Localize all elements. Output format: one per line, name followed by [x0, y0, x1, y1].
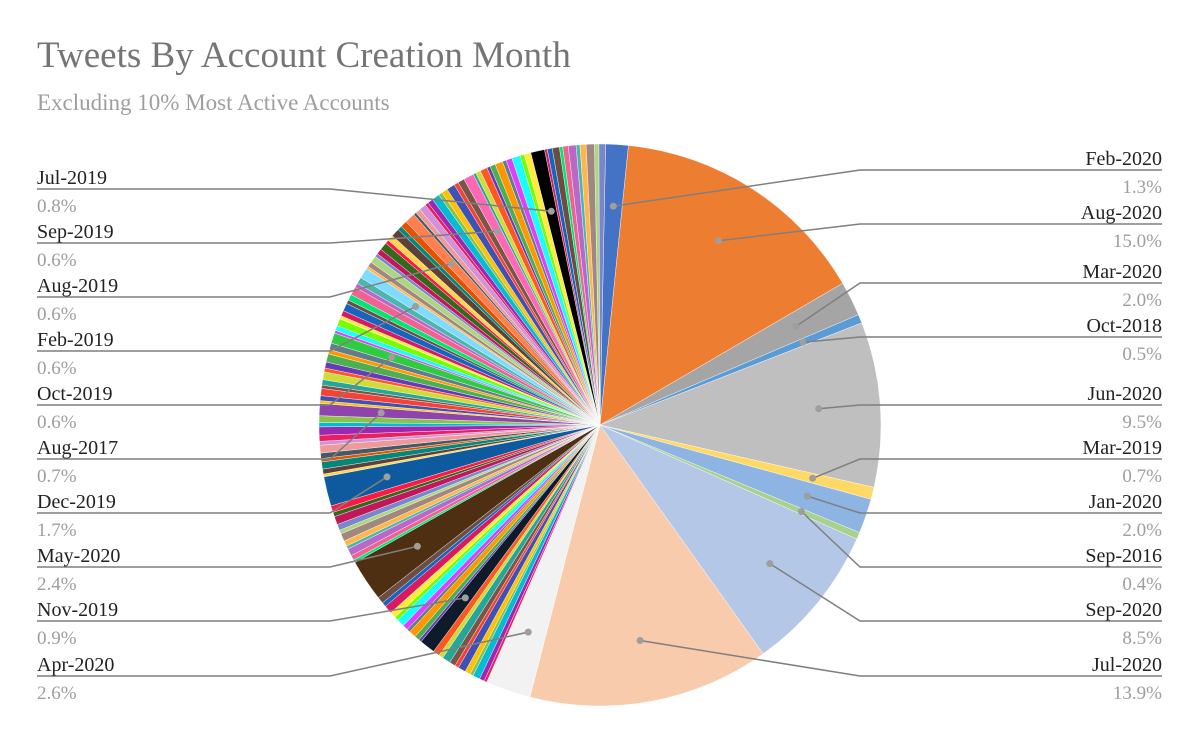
slice-percent: 0.4% [1122, 574, 1162, 595]
callout-dot [803, 492, 811, 500]
slice-percent: 0.6% [37, 250, 77, 271]
slice-percent: 13.9% [1113, 683, 1162, 704]
slice-label: Nov-2019 [37, 599, 118, 621]
slice-percent: 2.0% [1122, 520, 1162, 541]
callout-line [37, 597, 466, 622]
callout-dot [494, 227, 501, 235]
callout-line [37, 188, 552, 213]
callout-line [818, 404, 1162, 410]
pie-callouts: Feb-2020 1.3% Aug-2020 15.0% Mar-2020 2.0% Oct… [37, 148, 1162, 704]
pie-slices [318, 143, 882, 707]
pie-slice-jun-2020 [599, 322, 882, 488]
slice-percent: 2.6% [37, 683, 77, 704]
slice-percent: 0.7% [37, 466, 77, 487]
callout-dot [766, 560, 774, 568]
callout-line [802, 336, 1162, 343]
callout-dot [797, 508, 805, 515]
chart-title: Tweets By Account Creation Month [37, 35, 571, 76]
slice-percent: 0.5% [1122, 344, 1162, 365]
slice-label: Jul-2020 [1092, 654, 1162, 676]
callout-dot [715, 237, 723, 245]
callout-dot [388, 353, 396, 361]
callout-line [37, 412, 382, 460]
slice-label: Feb-2019 [37, 329, 114, 351]
slice-percent: 8.5% [1122, 628, 1162, 649]
callout-line [37, 305, 416, 352]
slice-percent: 0.7% [1122, 466, 1162, 487]
slice-label: Apr-2020 [37, 654, 114, 676]
pie-slice-jul-2020 [529, 424, 764, 707]
callout-line [37, 631, 529, 677]
slice-percent: 0.6% [37, 358, 77, 379]
callout-line [807, 495, 1162, 514]
callout-dot [383, 473, 391, 481]
slice-label: Aug-2019 [37, 275, 118, 297]
callout-dot [448, 260, 456, 268]
slice-label: Dec-2019 [37, 491, 116, 513]
callout-dot [799, 338, 807, 346]
slice-label: Jun-2020 [1088, 383, 1162, 405]
slice-percent: 2.4% [37, 574, 77, 595]
callout-dot [377, 409, 385, 417]
callout-line [795, 282, 1162, 328]
callout-dot [413, 542, 421, 550]
callout-dot [792, 323, 800, 330]
callout-dot [809, 474, 817, 482]
callout-line [718, 223, 1162, 242]
slice-percent: 0.9% [37, 628, 77, 649]
pie-slice [598, 143, 606, 426]
callout-dot [461, 594, 469, 602]
slice-label: Feb-2020 [1085, 148, 1162, 170]
slice-label: Mar-2019 [1082, 437, 1162, 459]
callout-line [800, 510, 1162, 568]
slice-percent: 0.6% [37, 304, 77, 325]
slice-label: Oct-2019 [37, 383, 113, 405]
callout-dot [524, 628, 532, 636]
slice-label: Aug-2017 [37, 437, 118, 459]
callout-line [37, 262, 452, 298]
slice-percent: 2.0% [1122, 290, 1162, 311]
slice-label: May-2020 [37, 545, 120, 567]
callout-line [812, 458, 1162, 479]
slice-percent: 1.3% [1122, 177, 1162, 198]
slice-percent: 1.7% [37, 520, 77, 541]
callout-line [639, 639, 1162, 677]
chart-subtitle: Excluding 10% Most Active Accounts [37, 90, 390, 115]
pie-slice-aug-2020 [599, 145, 843, 426]
callout-line [37, 356, 393, 406]
callout-dot [815, 405, 823, 413]
callout-line [769, 562, 1162, 622]
callout-dot [609, 202, 617, 210]
callout-line [37, 476, 388, 514]
callout-dot [547, 207, 555, 215]
pie-slice-sep-2020 [599, 424, 858, 655]
slice-label: Jul-2019 [37, 167, 107, 189]
slice-label: Jan-2020 [1089, 491, 1162, 513]
slice-label: Aug-2020 [1081, 202, 1162, 224]
slice-label: Mar-2020 [1082, 261, 1162, 283]
slice-percent: 0.6% [37, 412, 77, 433]
slice-percent: 9.5% [1122, 412, 1162, 433]
slice-percent: 15.0% [1113, 231, 1162, 252]
slice-label: Sep-2019 [37, 221, 114, 243]
callout-line [613, 169, 1162, 207]
slice-percent: 0.8% [37, 196, 77, 217]
callout-dot [636, 637, 644, 644]
slice-label: Sep-2016 [1085, 545, 1162, 567]
callout-line [37, 230, 498, 244]
callout-line [37, 545, 418, 568]
slice-label: Oct-2018 [1086, 315, 1162, 337]
slice-label: Sep-2020 [1085, 599, 1162, 621]
callout-dot [412, 303, 420, 310]
